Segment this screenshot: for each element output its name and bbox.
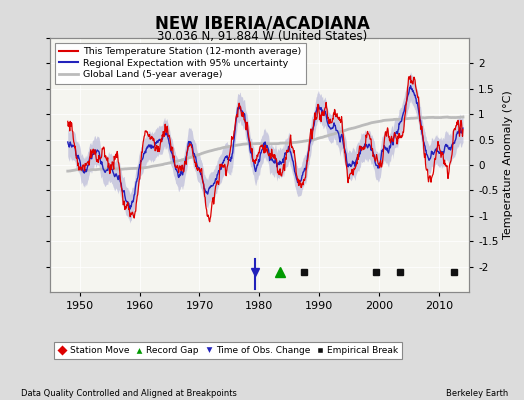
Legend: Station Move, Record Gap, Time of Obs. Change, Empirical Break: Station Move, Record Gap, Time of Obs. C… [54,342,402,359]
Text: 30.036 N, 91.884 W (United States): 30.036 N, 91.884 W (United States) [157,30,367,43]
Text: Data Quality Controlled and Aligned at Breakpoints: Data Quality Controlled and Aligned at B… [21,389,237,398]
Text: Berkeley Earth: Berkeley Earth [446,389,508,398]
Y-axis label: Temperature Anomaly (°C): Temperature Anomaly (°C) [503,91,512,239]
Text: NEW IBERIA/ACADIANA: NEW IBERIA/ACADIANA [155,14,369,32]
